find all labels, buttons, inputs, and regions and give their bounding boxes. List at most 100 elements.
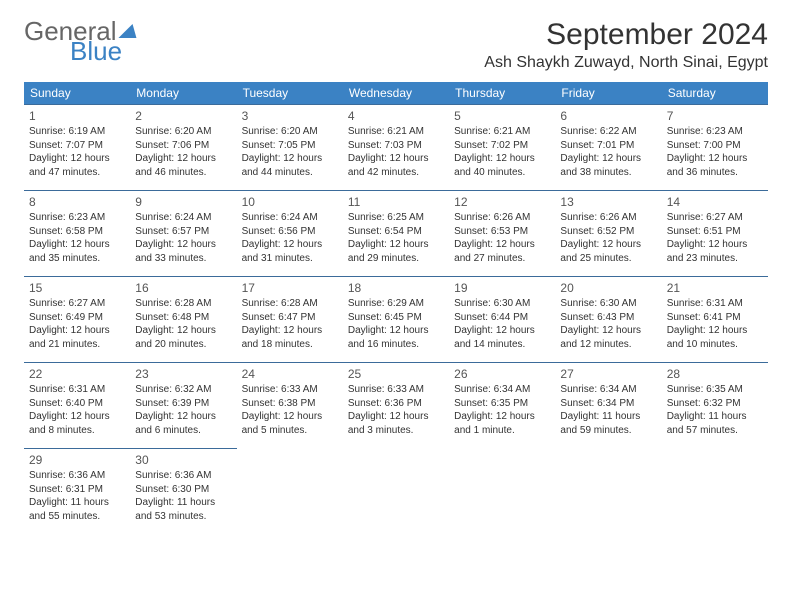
day-number: 30 <box>135 452 231 468</box>
sunset-text: Sunset: 6:54 PM <box>348 225 444 239</box>
day-number: 6 <box>560 108 656 124</box>
calendar-cell: 24Sunrise: 6:33 AMSunset: 6:38 PMDayligh… <box>237 362 343 448</box>
daylight-text: Daylight: 12 hours and 16 minutes. <box>348 324 444 351</box>
sunrise-text: Sunrise: 6:25 AM <box>348 211 444 225</box>
sunset-text: Sunset: 6:32 PM <box>667 397 763 411</box>
sunrise-text: Sunrise: 6:36 AM <box>29 469 125 483</box>
daylight-text: Daylight: 12 hours and 14 minutes. <box>454 324 550 351</box>
sunset-text: Sunset: 6:56 PM <box>242 225 338 239</box>
sunrise-text: Sunrise: 6:33 AM <box>348 383 444 397</box>
day-number: 11 <box>348 194 444 210</box>
sunset-text: Sunset: 6:35 PM <box>454 397 550 411</box>
day-number: 12 <box>454 194 550 210</box>
sunrise-text: Sunrise: 6:20 AM <box>242 125 338 139</box>
daylight-text: Daylight: 11 hours and 55 minutes. <box>29 496 125 523</box>
day-number: 8 <box>29 194 125 210</box>
day-number: 19 <box>454 280 550 296</box>
calendar-cell: 20Sunrise: 6:30 AMSunset: 6:43 PMDayligh… <box>555 276 661 362</box>
sunrise-text: Sunrise: 6:29 AM <box>348 297 444 311</box>
calendar-cell: 30Sunrise: 6:36 AMSunset: 6:30 PMDayligh… <box>130 448 236 534</box>
calendar-cell <box>662 448 768 534</box>
sunset-text: Sunset: 7:06 PM <box>135 139 231 153</box>
sunrise-text: Sunrise: 6:21 AM <box>348 125 444 139</box>
sunset-text: Sunset: 6:52 PM <box>560 225 656 239</box>
daylight-text: Daylight: 12 hours and 44 minutes. <box>242 152 338 179</box>
daylight-text: Daylight: 12 hours and 6 minutes. <box>135 410 231 437</box>
sunrise-text: Sunrise: 6:30 AM <box>454 297 550 311</box>
calendar-cell: 17Sunrise: 6:28 AMSunset: 6:47 PMDayligh… <box>237 276 343 362</box>
day-number: 23 <box>135 366 231 382</box>
sunset-text: Sunset: 6:38 PM <box>242 397 338 411</box>
sunrise-text: Sunrise: 6:36 AM <box>135 469 231 483</box>
calendar-cell: 13Sunrise: 6:26 AMSunset: 6:52 PMDayligh… <box>555 190 661 276</box>
calendar-cell: 26Sunrise: 6:34 AMSunset: 6:35 PMDayligh… <box>449 362 555 448</box>
calendar-cell: 19Sunrise: 6:30 AMSunset: 6:44 PMDayligh… <box>449 276 555 362</box>
daylight-text: Daylight: 12 hours and 1 minute. <box>454 410 550 437</box>
sunrise-text: Sunrise: 6:27 AM <box>29 297 125 311</box>
sunset-text: Sunset: 6:30 PM <box>135 483 231 497</box>
sunset-text: Sunset: 6:41 PM <box>667 311 763 325</box>
calendar-cell: 16Sunrise: 6:28 AMSunset: 6:48 PMDayligh… <box>130 276 236 362</box>
calendar-cell: 5Sunrise: 6:21 AMSunset: 7:02 PMDaylight… <box>449 104 555 190</box>
sunset-text: Sunset: 6:39 PM <box>135 397 231 411</box>
sunset-text: Sunset: 7:05 PM <box>242 139 338 153</box>
calendar-cell: 10Sunrise: 6:24 AMSunset: 6:56 PMDayligh… <box>237 190 343 276</box>
daylight-text: Daylight: 12 hours and 35 minutes. <box>29 238 125 265</box>
sunset-text: Sunset: 6:34 PM <box>560 397 656 411</box>
calendar-cell: 27Sunrise: 6:34 AMSunset: 6:34 PMDayligh… <box>555 362 661 448</box>
day-number: 5 <box>454 108 550 124</box>
sunrise-text: Sunrise: 6:35 AM <box>667 383 763 397</box>
sunset-text: Sunset: 7:03 PM <box>348 139 444 153</box>
daylight-text: Daylight: 11 hours and 59 minutes. <box>560 410 656 437</box>
sunrise-text: Sunrise: 6:20 AM <box>135 125 231 139</box>
day-number: 9 <box>135 194 231 210</box>
calendar-cell <box>237 448 343 534</box>
calendar-cell <box>449 448 555 534</box>
sunrise-text: Sunrise: 6:28 AM <box>242 297 338 311</box>
calendar-cell: 11Sunrise: 6:25 AMSunset: 6:54 PMDayligh… <box>343 190 449 276</box>
daylight-text: Daylight: 12 hours and 47 minutes. <box>29 152 125 179</box>
location-subtitle: Ash Shaykh Zuwayd, North Sinai, Egypt <box>484 54 768 72</box>
dow-monday: Monday <box>130 82 236 104</box>
day-number: 15 <box>29 280 125 296</box>
day-number: 13 <box>560 194 656 210</box>
dow-saturday: Saturday <box>662 82 768 104</box>
page-title: September 2024 <box>484 18 768 52</box>
sunset-text: Sunset: 6:40 PM <box>29 397 125 411</box>
day-number: 16 <box>135 280 231 296</box>
sunset-text: Sunset: 7:00 PM <box>667 139 763 153</box>
calendar-cell <box>343 448 449 534</box>
day-number: 18 <box>348 280 444 296</box>
calendar-cell: 29Sunrise: 6:36 AMSunset: 6:31 PMDayligh… <box>24 448 130 534</box>
calendar-cell: 23Sunrise: 6:32 AMSunset: 6:39 PMDayligh… <box>130 362 236 448</box>
sunrise-text: Sunrise: 6:19 AM <box>29 125 125 139</box>
calendar-cell: 8Sunrise: 6:23 AMSunset: 6:58 PMDaylight… <box>24 190 130 276</box>
day-number: 14 <box>667 194 763 210</box>
sunrise-text: Sunrise: 6:24 AM <box>135 211 231 225</box>
dow-friday: Friday <box>555 82 661 104</box>
sunset-text: Sunset: 6:51 PM <box>667 225 763 239</box>
sunrise-text: Sunrise: 6:32 AM <box>135 383 231 397</box>
calendar-cell: 9Sunrise: 6:24 AMSunset: 6:57 PMDaylight… <box>130 190 236 276</box>
triangle-icon <box>118 24 141 38</box>
sunrise-text: Sunrise: 6:34 AM <box>560 383 656 397</box>
sunrise-text: Sunrise: 6:31 AM <box>29 383 125 397</box>
calendar-cell <box>555 448 661 534</box>
daylight-text: Daylight: 12 hours and 21 minutes. <box>29 324 125 351</box>
day-number: 1 <box>29 108 125 124</box>
daylight-text: Daylight: 12 hours and 42 minutes. <box>348 152 444 179</box>
sunrise-text: Sunrise: 6:27 AM <box>667 211 763 225</box>
dow-thursday: Thursday <box>449 82 555 104</box>
daylight-text: Daylight: 12 hours and 8 minutes. <box>29 410 125 437</box>
calendar-cell: 14Sunrise: 6:27 AMSunset: 6:51 PMDayligh… <box>662 190 768 276</box>
sunrise-text: Sunrise: 6:30 AM <box>560 297 656 311</box>
calendar-cell: 7Sunrise: 6:23 AMSunset: 7:00 PMDaylight… <box>662 104 768 190</box>
daylight-text: Daylight: 12 hours and 46 minutes. <box>135 152 231 179</box>
daylight-text: Daylight: 12 hours and 12 minutes. <box>560 324 656 351</box>
sunset-text: Sunset: 6:48 PM <box>135 311 231 325</box>
day-number: 17 <box>242 280 338 296</box>
day-number: 20 <box>560 280 656 296</box>
calendar-cell: 15Sunrise: 6:27 AMSunset: 6:49 PMDayligh… <box>24 276 130 362</box>
daylight-text: Daylight: 12 hours and 27 minutes. <box>454 238 550 265</box>
day-number: 28 <box>667 366 763 382</box>
